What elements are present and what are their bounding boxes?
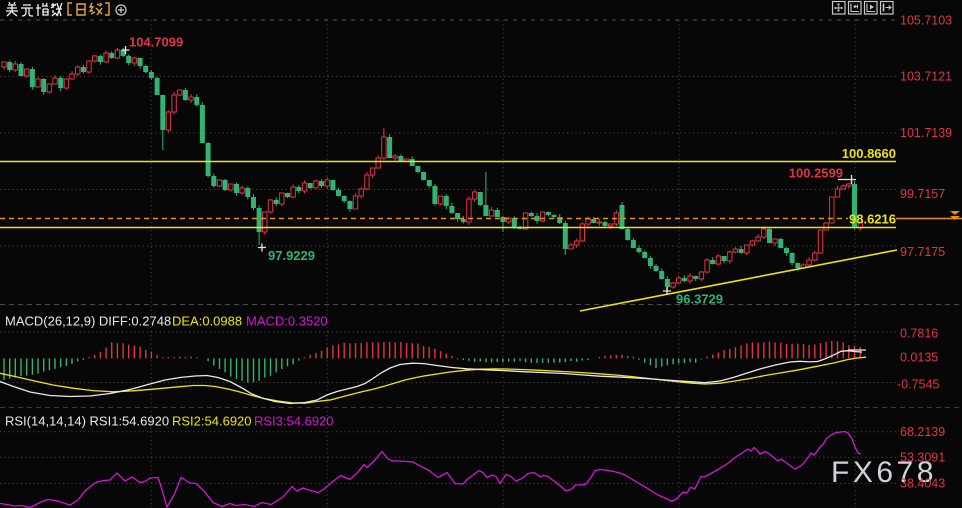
svg-text:98.6216: 98.6216 [849, 212, 896, 227]
svg-text:68.2139: 68.2139 [900, 425, 945, 439]
svg-text:97.7175: 97.7175 [900, 245, 945, 259]
svg-text:96.3729: 96.3729 [676, 292, 723, 307]
svg-text:FX678: FX678 [831, 456, 937, 489]
svg-text:38.4043: 38.4043 [900, 477, 945, 491]
svg-text:105.7103: 105.7103 [900, 14, 952, 28]
svg-text:RSI2:54.6920: RSI2:54.6920 [172, 414, 252, 429]
svg-text:100.2599: 100.2599 [789, 166, 843, 181]
svg-text:0.0135: 0.0135 [900, 351, 938, 365]
svg-text:53.3091: 53.3091 [900, 451, 945, 465]
svg-text:104.7099: 104.7099 [129, 35, 183, 50]
svg-text:MACD:0.3520: MACD:0.3520 [246, 314, 328, 329]
svg-text:100.8660: 100.8660 [842, 146, 896, 161]
svg-text:RSI3:54.6920: RSI3:54.6920 [254, 414, 334, 429]
svg-text:99.7157: 99.7157 [900, 187, 945, 201]
svg-text:MACD(26,12,9) DIFF:0.2748: MACD(26,12,9) DIFF:0.2748 [5, 314, 171, 329]
svg-text:-0.7545: -0.7545 [897, 378, 939, 392]
svg-text:DEA:0.0988: DEA:0.0988 [172, 314, 242, 329]
svg-text:RSI(14,14,14) RSI1:54.6920: RSI(14,14,14) RSI1:54.6920 [5, 414, 169, 429]
svg-text:97.9229: 97.9229 [268, 248, 315, 263]
svg-text:0.7816: 0.7816 [900, 327, 938, 341]
svg-text:103.7121: 103.7121 [900, 70, 952, 84]
svg-text:101.7139: 101.7139 [900, 126, 952, 140]
